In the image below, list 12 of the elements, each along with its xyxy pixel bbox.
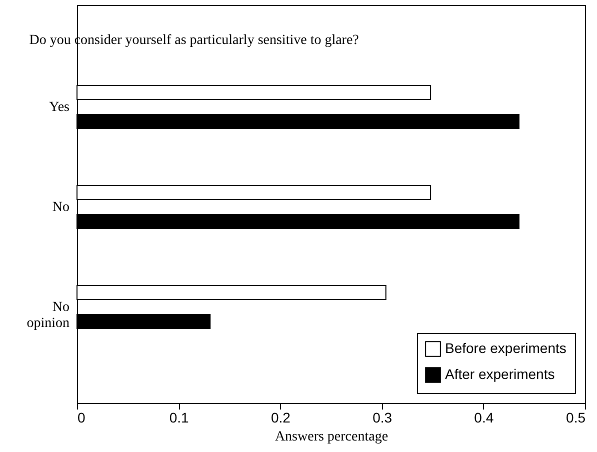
y-tick-label: No [52, 200, 70, 215]
x-tick-label: 0.3 [372, 410, 392, 426]
x-tick-label: 0.1 [169, 410, 190, 426]
legend-label: After experiments [445, 366, 555, 382]
x-tick-label: 0.2 [270, 410, 291, 426]
x-axis-title: Answers percentage [274, 430, 388, 444]
x-tick-label: 0.5 [566, 410, 586, 426]
y-tick-label: Yes [49, 100, 70, 115]
legend-label: Before experiments [445, 340, 566, 356]
y-tick-label: No opinion [26, 300, 70, 331]
x-tick-label: 0 [78, 410, 86, 426]
x-tick-label: 0.4 [474, 410, 494, 426]
